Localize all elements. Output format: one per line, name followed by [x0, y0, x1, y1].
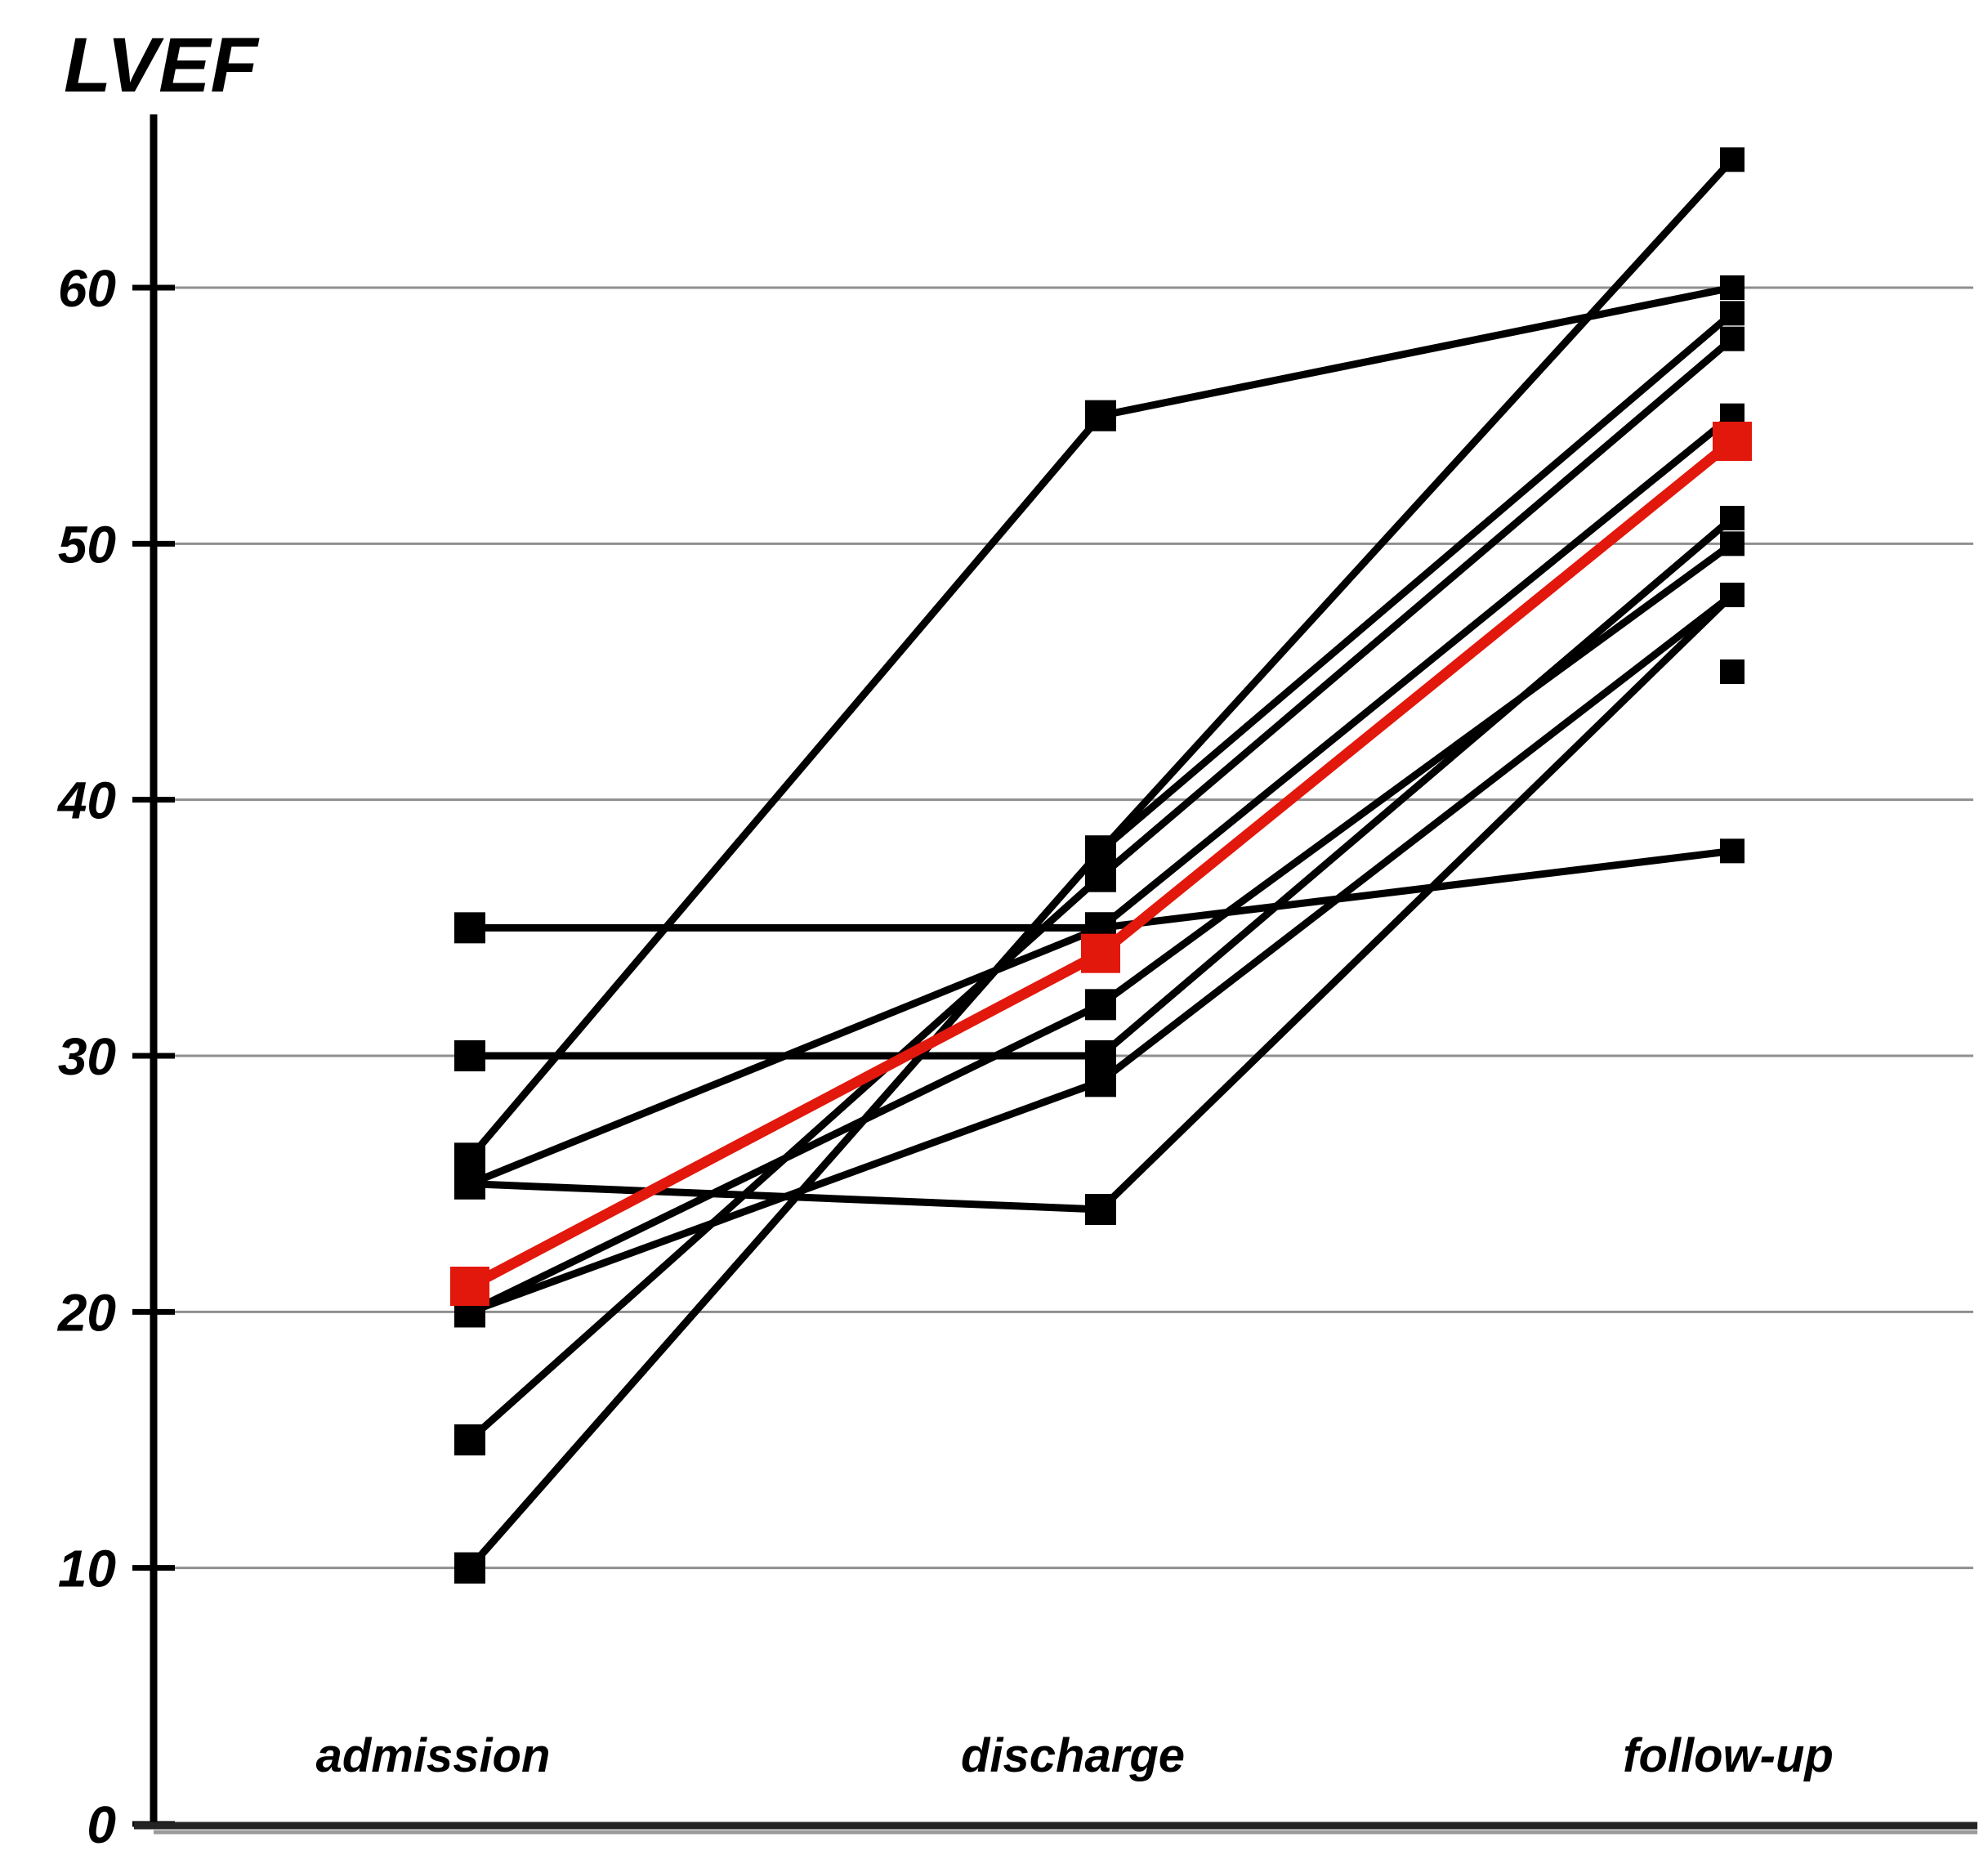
patient-marker [1720, 326, 1745, 351]
patient-marker [454, 1552, 485, 1584]
patient-marker [1085, 989, 1116, 1021]
patient-marker [1720, 147, 1745, 172]
y-axis-tick-label: 0 [87, 1795, 116, 1854]
patient-marker [1720, 838, 1745, 864]
y-axis-tick-label: 60 [58, 259, 116, 318]
mean-marker [1713, 422, 1752, 462]
y-axis-tick-label: 10 [58, 1540, 116, 1598]
patient-marker [454, 1168, 485, 1200]
patient-marker [1720, 583, 1745, 608]
isolated-marker [1720, 659, 1745, 685]
chart-title: LVEF [64, 22, 261, 109]
patient-marker [454, 1040, 485, 1072]
patient-marker [1720, 301, 1745, 326]
mean-marker [1081, 933, 1120, 973]
x-axis-label-admission: admission [316, 1729, 551, 1782]
patient-marker [454, 1424, 485, 1456]
patient-marker [1720, 275, 1745, 301]
patient-line [469, 592, 1736, 1214]
patient-marker [1720, 531, 1745, 557]
y-axis-tick-label: 30 [58, 1027, 116, 1086]
patient-marker [1720, 506, 1745, 531]
x-axis-label-follow-up: follow-up [1623, 1729, 1834, 1782]
patient-marker [1085, 835, 1116, 867]
patient-marker [1085, 400, 1116, 431]
patient-marker [454, 912, 485, 944]
x-axis-label-discharge: discharge [961, 1729, 1185, 1782]
y-axis-tick-label: 40 [56, 771, 116, 830]
plot-area: 0 10 20 30 40 50 60 [56, 114, 1977, 1854]
y-axis-tick-label: 20 [57, 1283, 116, 1342]
y-axis-tick-label: 50 [58, 515, 116, 574]
patient-marker [1085, 1066, 1116, 1097]
mean-marker [450, 1267, 489, 1307]
patient-marker [1085, 1194, 1116, 1226]
